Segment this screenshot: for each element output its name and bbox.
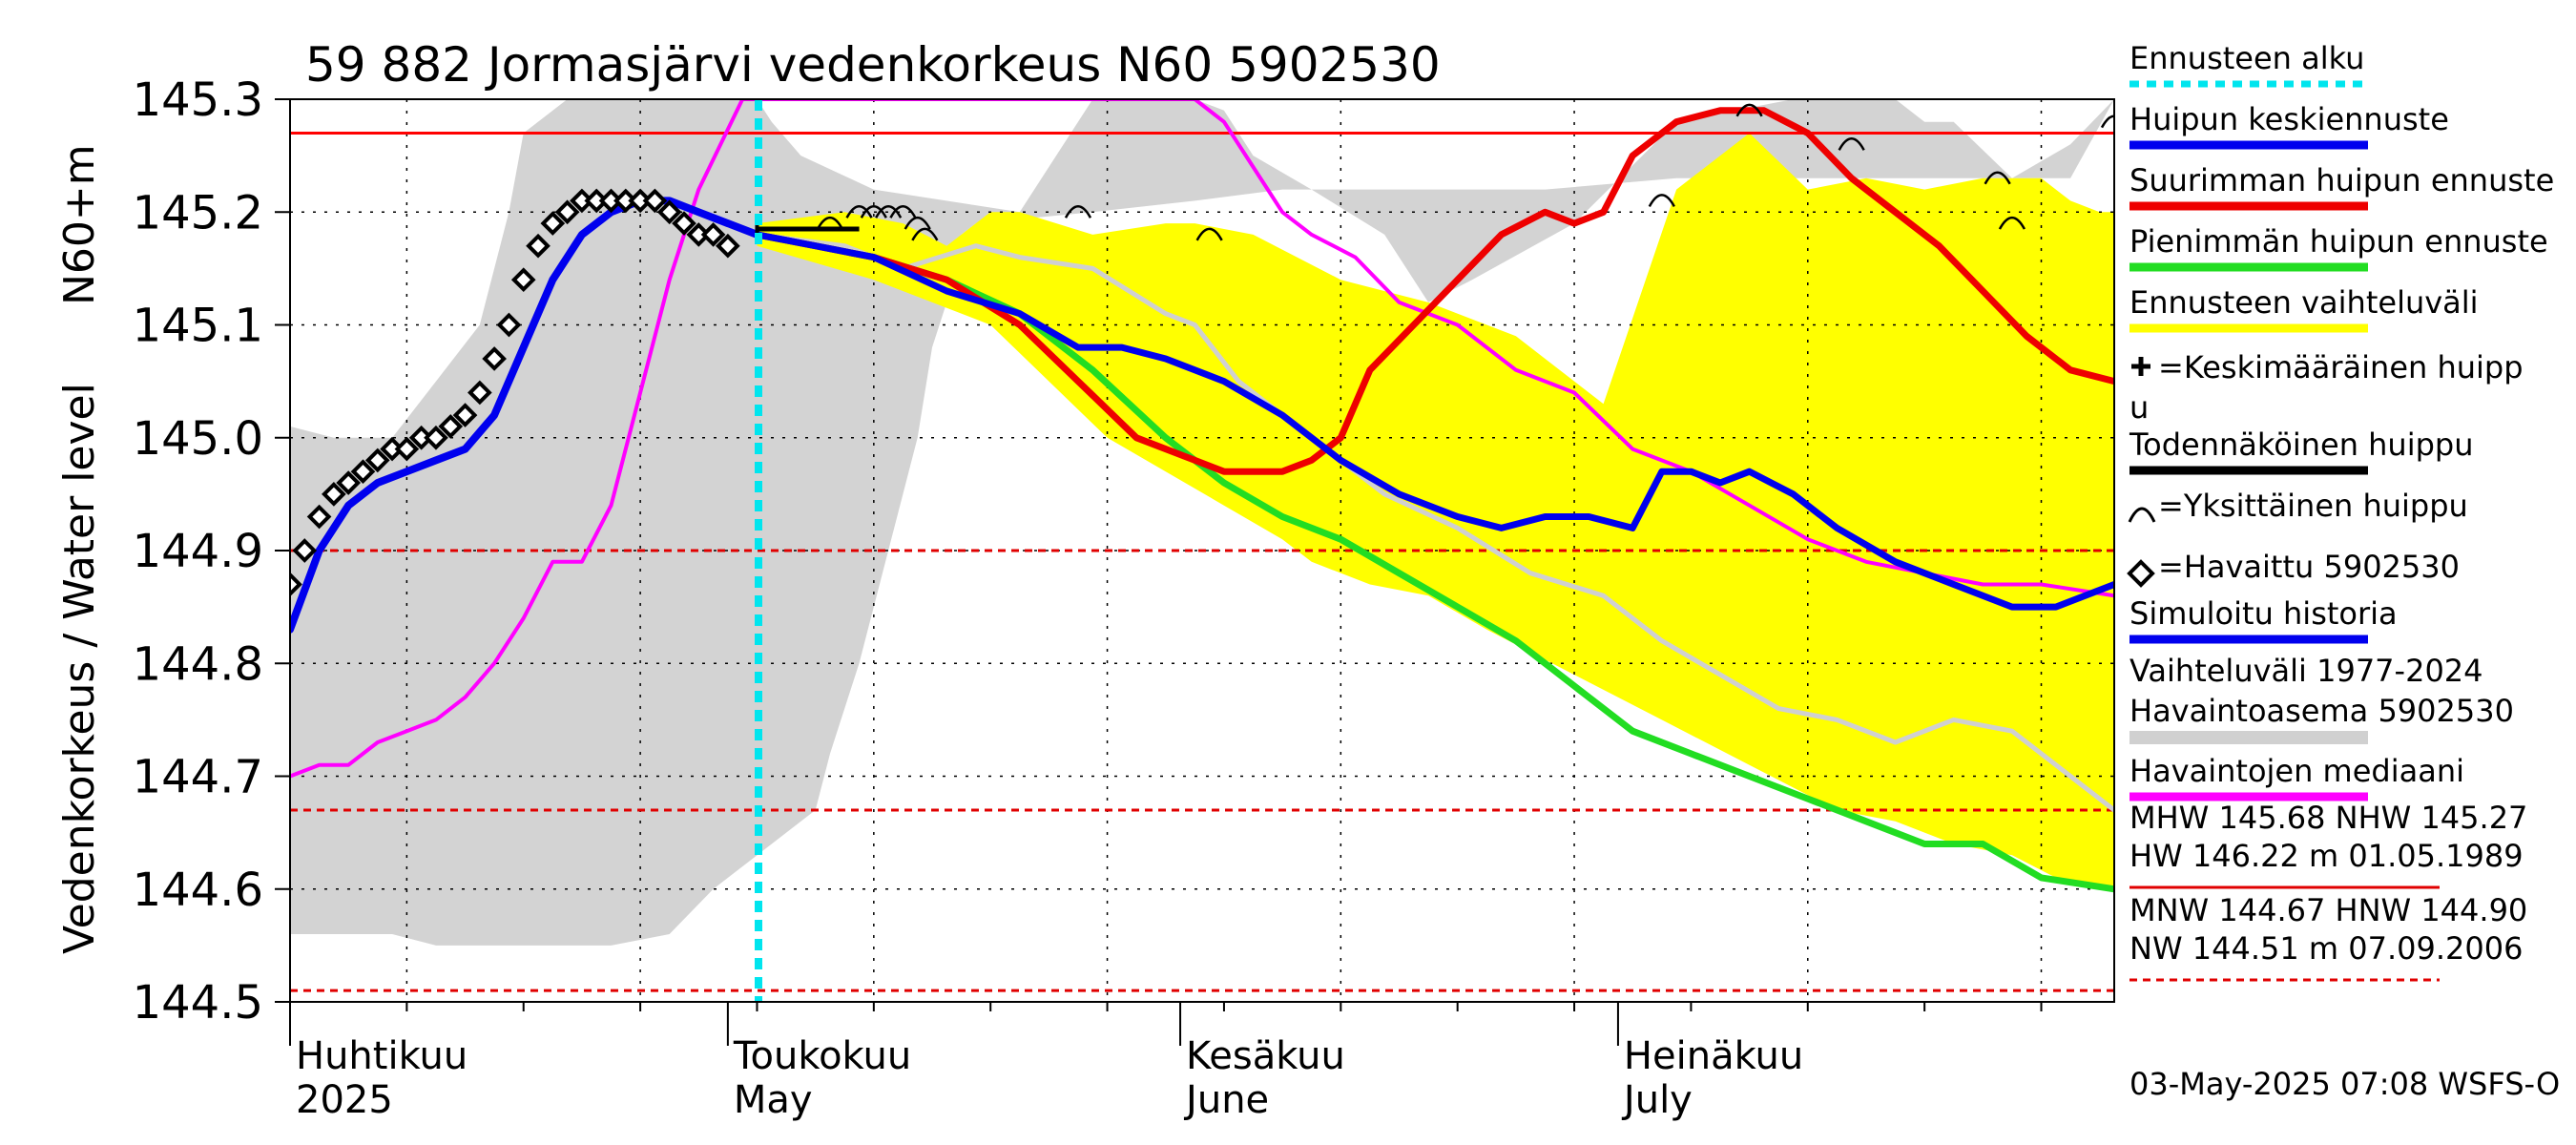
y-tick-label: 144.9: [133, 525, 263, 578]
legend-label-2: u: [2129, 389, 2149, 426]
observed-point: [350, 459, 376, 485]
legend-label: Havaintojen mediaani: [2129, 753, 2464, 789]
observed-point: [364, 448, 390, 473]
x-month-label: Kesäkuu: [1186, 1034, 1345, 1078]
legend-label: =Havaittu 5902530: [2158, 549, 2460, 585]
stats-line-1: MHW 145.68 NHW 145.27: [2129, 800, 2527, 836]
single-peak-marker: [1838, 137, 1865, 151]
historical-range-band: [290, 99, 2114, 946]
stats-line-2: HW 146.22 m 01.05.1989: [2129, 838, 2524, 874]
single-peak-marker: [1998, 216, 2026, 230]
single-peak-marker: [2100, 114, 2114, 129]
observed-point: [672, 211, 696, 236]
observed-point: [394, 436, 420, 462]
single-peak-marker: [860, 205, 887, 219]
observed-point: [290, 572, 302, 597]
x-month-label: Huhtikuu: [296, 1034, 467, 1078]
observed-point: [452, 403, 478, 427]
single-peak-marker: [1195, 227, 1223, 241]
series-line-2: [754, 231, 2114, 893]
legend-label: Ennusteen alku: [2129, 40, 2364, 76]
observed-point: [496, 312, 522, 338]
single-peak-marker: [875, 205, 903, 219]
x-month-label: Heinäkuu: [1624, 1034, 1803, 1078]
y-tick-label: 145.2: [133, 186, 263, 239]
observed-point: [292, 538, 318, 563]
y-tick-label: 144.7: [133, 751, 263, 804]
stats-line-2: NW 144.51 m 07.09.2006: [2129, 930, 2523, 967]
legend-label: Huipun keskiennuste: [2129, 101, 2449, 137]
legend-label: Suurimman huipun ennuste: [2129, 162, 2554, 198]
single-peak-marker: [911, 227, 939, 241]
observed-point: [716, 233, 740, 259]
x-month-label-en: June: [1183, 1078, 1269, 1122]
observed-point: [467, 380, 492, 406]
series-line-1: [755, 232, 2114, 813]
x-month-label: Toukokuu: [733, 1034, 911, 1078]
legend-label: Vaihteluväli 1977-2024: [2129, 653, 2483, 689]
legend-label: Simuloitu historia: [2129, 595, 2398, 632]
x-month-label-en: May: [734, 1078, 813, 1122]
x-month-label-en: 2025: [296, 1078, 393, 1122]
observed-point: [306, 504, 332, 530]
single-peak-marker: [816, 216, 844, 230]
y-tick-label: 144.6: [133, 864, 263, 917]
single-peak-marker: [1648, 194, 1675, 208]
legend-label: Ennusteen vaihteluväli: [2129, 284, 2479, 321]
single-peak-marker: [889, 205, 917, 219]
legend-swatch: [2131, 357, 2150, 376]
observed-point: [336, 470, 362, 495]
series-line-4: [754, 231, 2114, 611]
series-line-0: [290, 99, 2114, 779]
y-axis-label: Vedenkorkeus / Water level: [55, 383, 104, 954]
y-tick-label: 144.8: [133, 637, 263, 691]
legend-label: Pienimmän huipun ennuste: [2129, 223, 2548, 260]
single-peak-marker: [904, 216, 931, 230]
single-peak-marker: [845, 205, 873, 219]
single-peak-marker: [1735, 103, 1763, 117]
legend-swatch: [2129, 731, 2368, 744]
y-tick-label: 145.1: [133, 300, 263, 353]
y-axis-unit: N60+m: [55, 144, 104, 305]
observed-point: [554, 199, 580, 225]
observed-point: [642, 188, 668, 214]
legend-label-2: Havaintoasema 5902530: [2129, 693, 2514, 729]
chart-title: 59 882 Jormasjärvi vedenkorkeus N60 5902…: [305, 37, 1441, 93]
x-month-label-en: July: [1621, 1078, 1693, 1122]
single-peak-marker: [1064, 205, 1092, 219]
series-line-5: [290, 197, 761, 634]
footer-timestamp: 03-May-2025 07:08 WSFS-O: [2129, 1066, 2560, 1102]
legend-label: Todennäköinen huippu: [2129, 427, 2474, 463]
single-peak-marker: [1984, 171, 2011, 185]
observed-point: [424, 425, 448, 450]
legend-swatch: [2128, 507, 2156, 523]
observed-point: [438, 414, 464, 439]
y-tick-label: 144.5: [133, 976, 263, 1030]
observed-point: [322, 482, 346, 507]
legend-label: =Yksittäinen huippu: [2158, 488, 2468, 524]
observed-point: [700, 222, 726, 247]
observed-point: [510, 267, 536, 293]
y-tick-label: 145.3: [133, 73, 263, 127]
observed-point: [656, 199, 682, 225]
y-tick-label: 145.0: [133, 412, 263, 466]
observed-point: [482, 346, 507, 371]
series-line-3: [754, 107, 2114, 475]
legend-label: =Keskimääräinen huipp: [2158, 349, 2524, 385]
legend-swatch: [2127, 559, 2155, 588]
observed-point: [526, 233, 551, 259]
stats-line-1: MNW 144.67 HNW 144.90: [2129, 892, 2527, 928]
observed-point: [540, 211, 566, 236]
